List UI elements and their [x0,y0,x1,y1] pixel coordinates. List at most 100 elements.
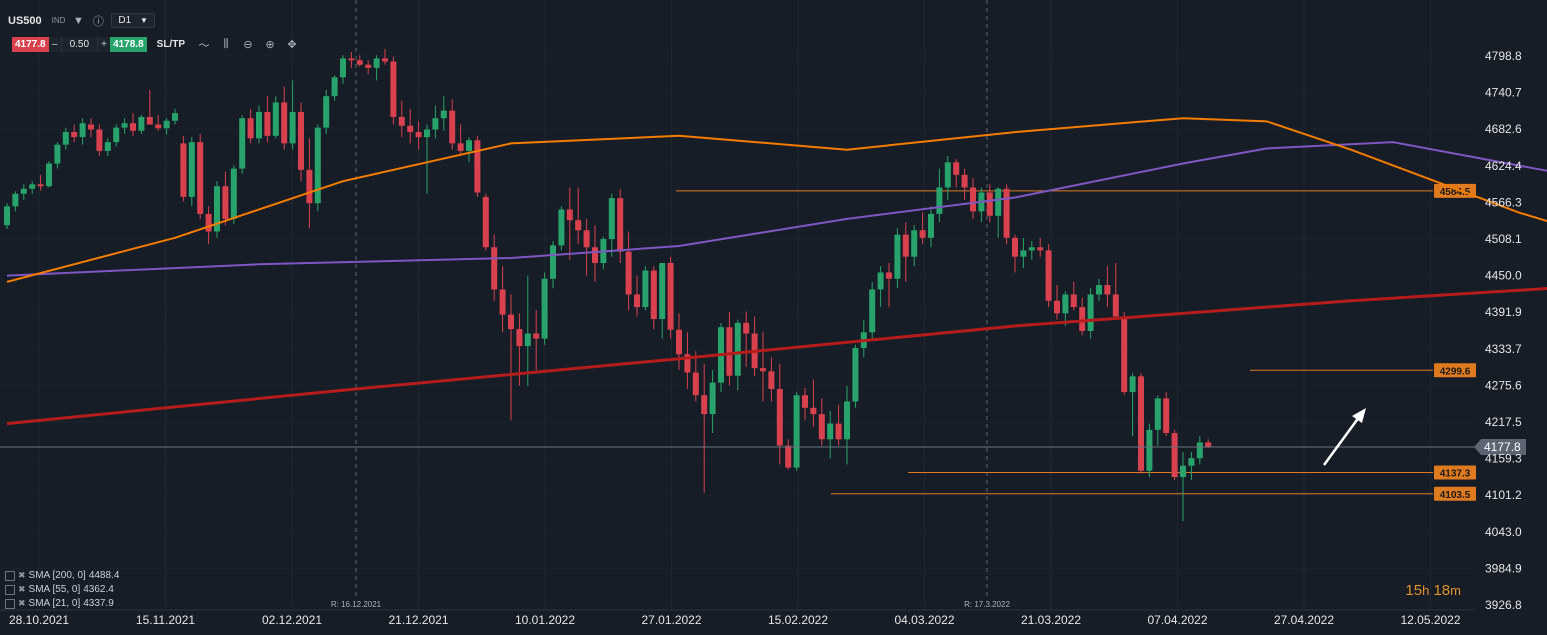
remove-icon[interactable]: ✖ [18,584,26,594]
candle-body [46,163,52,187]
candle [432,105,439,139]
y-tick-label: 4566.3 [1485,195,1522,209]
candle [398,100,405,138]
candle-body [1054,300,1060,314]
candle [743,311,750,367]
line-tool-icon[interactable]: 〜 [198,39,210,52]
current-price-label: 4177.8 [1484,440,1521,454]
sell-button[interactable]: 4177.8 [12,37,49,52]
candle-body [424,129,430,138]
candle [71,124,78,143]
candle [314,124,321,212]
candle-body [566,209,573,221]
candle [272,96,279,139]
timeframe-selector[interactable]: D1 ▼ [111,13,155,28]
candle-body [398,116,405,126]
candle-body [79,123,86,138]
candle [340,55,346,84]
candle-body [886,272,892,279]
candle-body [1096,285,1102,295]
x-tick-label: 28.10.2021 [9,613,69,627]
y-tick-label: 3926.8 [1485,598,1522,612]
candle-body [214,186,220,232]
y-tick-label: 4275.6 [1485,378,1522,392]
remove-icon[interactable]: ✖ [18,598,26,608]
x-tick-label: 02.12.2021 [262,613,322,627]
increase-quantity-button[interactable]: + [98,37,111,52]
candle-body [466,140,472,151]
candle [751,316,758,377]
crosshair-icon[interactable]: ✥ [287,39,297,51]
candle-body [877,272,884,290]
quantity-input[interactable]: 0.50 [60,37,99,52]
symbol-name[interactable]: US500 [8,14,42,27]
y-tick-label: 4740.7 [1485,86,1522,100]
timer-h-unit: h [1422,583,1430,598]
candle [667,256,674,339]
candle [180,135,187,202]
candle-body [852,348,859,402]
legend-sma21[interactable]: ✖ SMA [21, 0] 4337.9 [5,598,114,609]
legend-sma200[interactable]: ✖ SMA [200, 0] 4488.4 [5,570,119,581]
candle [457,124,464,156]
candle-body [491,247,498,290]
candle [440,96,447,131]
candle [373,55,380,81]
candle-body [642,270,649,308]
candle [1096,278,1102,301]
candle-body [760,368,766,372]
level-price-label: 4299.6 [1440,366,1471,377]
candle-body [986,192,993,216]
candle-body [919,230,926,238]
settings-icon[interactable] [5,598,15,609]
candle-body [911,230,918,257]
candle-body [936,187,943,214]
candle-body [953,162,960,175]
settings-icon[interactable] [5,570,15,581]
info-icon[interactable]: ⓘ [92,15,104,28]
candle-body [894,234,901,279]
candle [104,138,111,156]
candle [1196,436,1203,465]
candle [835,404,842,446]
candle [634,275,640,317]
candle [676,313,682,371]
sma21-line [6,117,1547,283]
legend-sma55-label: SMA [55, 0] [28,584,81,595]
candle [600,236,607,270]
zoom-out-icon[interactable]: ⊖ [243,39,253,51]
candle-body [155,124,162,129]
candle [1012,234,1018,273]
candle [29,181,36,194]
legend-sma55[interactable]: ✖ SMA [55, 0] 4362.4 [5,584,114,595]
candle [1079,297,1086,336]
decrease-quantity-button[interactable]: – [48,37,61,52]
candle-body [37,184,44,187]
zoom-in-icon[interactable]: ⊕ [265,39,275,51]
legend-sma200-value: 4488.4 [88,570,120,581]
candle-body [121,123,128,128]
candle [1129,373,1136,437]
settings-icon[interactable] [5,584,15,595]
candle-body [247,118,254,139]
dropdown-arrow-icon[interactable]: ▼ [72,14,84,27]
candle [902,222,909,282]
legend-sma200-label: SMA [200, 0] [28,570,86,581]
candle [163,118,170,135]
candle-body [869,289,876,333]
candle [802,387,808,421]
remove-icon[interactable]: ✖ [18,570,26,580]
candle-body [743,322,750,334]
candle [818,398,825,446]
candle [541,272,548,345]
buy-button[interactable]: 4178.8 [110,37,147,52]
candle [877,266,884,308]
candle-body [793,395,800,468]
sltp-button[interactable]: SL/TP [156,39,185,50]
candle [995,187,1002,238]
candle-body [415,132,422,138]
candle-body [524,333,531,347]
level-price-label: 4584.5 [1440,187,1471,198]
indicators-icon[interactable]: ⫼ [223,38,229,50]
